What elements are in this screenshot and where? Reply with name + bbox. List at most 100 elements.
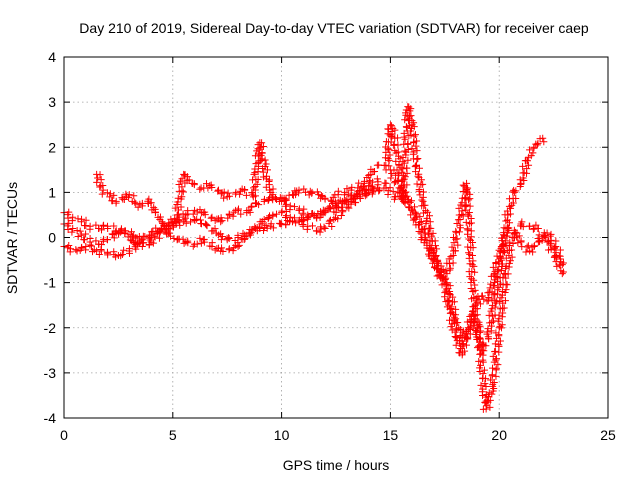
data-point — [508, 201, 516, 209]
data-point — [100, 221, 108, 229]
data-point — [390, 140, 398, 148]
x-axis-label: GPS time / hours — [283, 457, 390, 473]
data-point — [408, 145, 416, 153]
data-point — [275, 197, 283, 205]
data-point — [321, 224, 329, 232]
data-point — [499, 249, 507, 257]
data-point — [262, 160, 270, 168]
data-point — [402, 106, 410, 114]
data-point — [479, 385, 487, 393]
data-point — [500, 231, 508, 239]
data-point — [299, 221, 307, 229]
data-point — [224, 189, 232, 197]
data-point — [464, 243, 472, 251]
data-point — [76, 227, 84, 235]
data-point — [392, 157, 400, 165]
data-point — [450, 298, 458, 306]
data-point — [456, 224, 464, 232]
data-point — [252, 192, 260, 200]
data-point — [168, 218, 176, 226]
data-point — [173, 201, 181, 209]
data-point — [320, 223, 328, 231]
data-point — [174, 211, 182, 219]
data-point — [391, 126, 399, 134]
data-point — [347, 197, 355, 205]
data-point — [69, 224, 77, 232]
data-point — [261, 156, 269, 164]
data-point — [196, 234, 204, 242]
data-point — [470, 310, 478, 318]
data-point — [485, 389, 493, 397]
data-point — [450, 234, 458, 242]
data-point — [94, 174, 102, 182]
data-point — [219, 248, 227, 256]
data-point — [77, 231, 85, 239]
data-point — [517, 179, 525, 187]
data-point — [321, 194, 329, 202]
data-point — [208, 184, 216, 192]
data-point — [498, 287, 506, 295]
data-point — [489, 263, 497, 271]
data-point — [474, 335, 482, 343]
y-tick-label: 2 — [48, 139, 56, 155]
data-point — [120, 195, 128, 203]
data-point — [266, 186, 274, 194]
data-point — [401, 116, 409, 124]
data-point — [464, 230, 472, 238]
y-tick-label: 3 — [48, 94, 56, 110]
data-point — [203, 222, 211, 230]
data-point — [260, 197, 268, 205]
data-point — [365, 182, 373, 190]
data-point — [490, 291, 498, 299]
data-point — [190, 180, 198, 188]
data-point — [433, 259, 441, 267]
data-point — [486, 284, 494, 292]
data-point — [251, 224, 259, 232]
data-point — [539, 233, 547, 241]
data-point — [365, 178, 373, 186]
data-point — [394, 188, 402, 196]
data-point — [154, 213, 162, 221]
data-point — [230, 208, 238, 216]
data-point — [259, 173, 267, 181]
data-point — [110, 222, 118, 230]
data-point — [278, 220, 286, 228]
data-point — [375, 187, 383, 195]
data-point — [147, 199, 155, 207]
data-point — [152, 208, 160, 216]
data-point — [416, 191, 424, 199]
data-point — [471, 301, 479, 309]
data-point — [415, 227, 423, 235]
data-point — [532, 140, 540, 148]
data-point — [295, 189, 303, 197]
data-point — [415, 164, 423, 172]
data-point — [465, 324, 473, 332]
data-point — [414, 172, 422, 180]
data-point — [389, 187, 397, 195]
data-point — [505, 226, 513, 234]
data-point — [477, 381, 485, 389]
data-point — [553, 253, 561, 261]
data-point — [200, 238, 208, 246]
data-point — [442, 280, 450, 288]
data-point — [225, 235, 233, 243]
data-point — [334, 187, 342, 195]
data-point — [128, 197, 136, 205]
data-point — [475, 357, 483, 365]
data-point — [426, 218, 434, 226]
data-point — [390, 195, 398, 203]
data-point — [300, 185, 308, 193]
data-point — [556, 252, 564, 260]
data-point — [498, 321, 506, 329]
data-point — [392, 171, 400, 179]
data-point — [403, 181, 411, 189]
data-point — [456, 215, 464, 223]
data-point — [252, 199, 260, 207]
data-point — [308, 189, 316, 197]
data-point — [419, 197, 427, 205]
data-point — [502, 217, 510, 225]
data-point — [411, 131, 419, 139]
data-point — [374, 178, 382, 186]
data-point — [64, 225, 72, 233]
data-point — [465, 212, 473, 220]
